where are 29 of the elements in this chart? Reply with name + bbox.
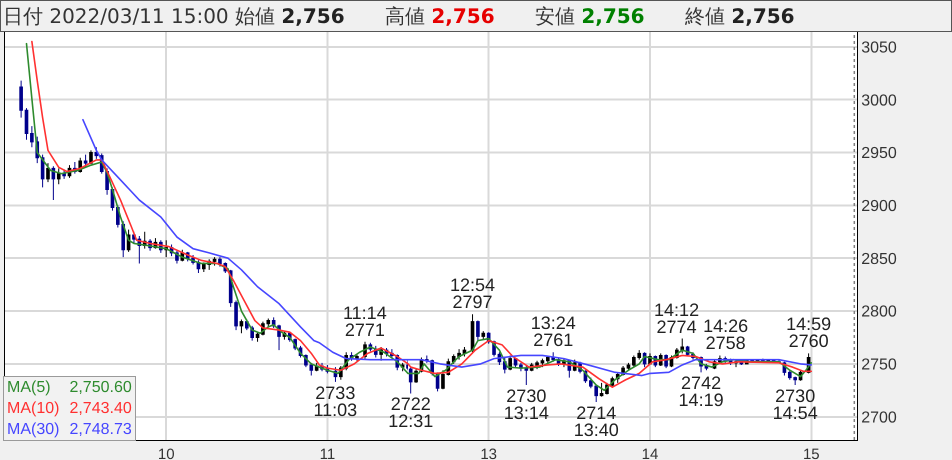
text: MA(5) 2,750.60 xyxy=(7,378,132,398)
y-tick-label: 3050 xyxy=(861,39,897,56)
x-tick-label: 15 xyxy=(802,446,820,460)
annotation: 2730 14:54 xyxy=(772,386,818,424)
annotation: 2733 11:03 xyxy=(313,382,358,420)
chart-title: 日付 2022/03/11 15:00 始値 2,756 高値 2,756 安値 2,756 終値 2,756 xyxy=(3,4,795,28)
y-tick-label: 2700 xyxy=(861,409,897,426)
annotation: 13:24 2761 xyxy=(530,313,576,350)
annotation: 11:14 2771 xyxy=(343,302,387,340)
text: MA(10) 2,743.40 xyxy=(7,399,132,419)
x-tick-label: 13 xyxy=(480,446,498,460)
annotation: 14:26 2758 xyxy=(703,316,748,354)
annotation: 2722 12:31 xyxy=(388,394,434,432)
text: MA(30) 2,748.73 xyxy=(7,420,132,440)
annotation: 2730 13:14 xyxy=(504,386,549,424)
annotation: 14:12 2774 xyxy=(654,300,700,337)
y-tick-label: 2750 xyxy=(861,356,897,374)
annotation: 2742 14:19 xyxy=(678,373,724,410)
y-tick-label: 2900 xyxy=(861,198,897,215)
annotation: 12:54 2797 xyxy=(450,275,496,312)
y-tick-label: 2850 xyxy=(861,250,897,268)
y-tick-label: 2950 xyxy=(861,145,897,162)
annotation: 14:59 2760 xyxy=(786,314,832,352)
y-tick-label: 3000 xyxy=(861,92,897,110)
y-tick-label: 2800 xyxy=(861,304,897,321)
x-tick-label: 11 xyxy=(320,446,336,460)
x-tick-label: 14 xyxy=(642,446,658,460)
annotation: 2714 13:40 xyxy=(574,402,619,440)
x-tick-label: 10 xyxy=(158,446,175,460)
